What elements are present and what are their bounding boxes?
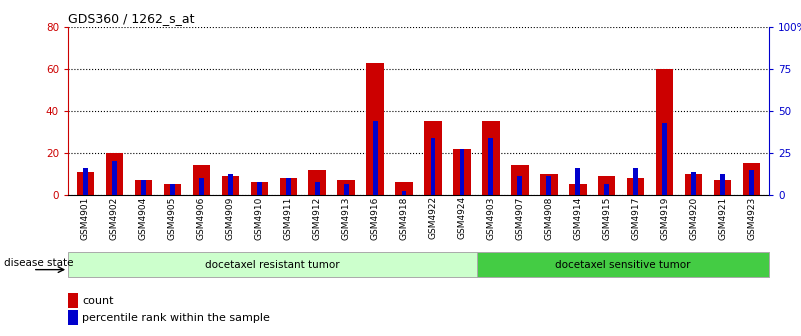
- Bar: [315, 182, 320, 195]
- Bar: [280, 178, 297, 195]
- Bar: [575, 168, 580, 195]
- Text: GDS360 / 1262_s_at: GDS360 / 1262_s_at: [68, 12, 195, 25]
- Bar: [227, 174, 233, 195]
- Bar: [141, 180, 146, 195]
- Bar: [170, 184, 175, 195]
- Bar: [68, 293, 78, 308]
- Bar: [685, 174, 702, 195]
- Text: disease state: disease state: [4, 258, 74, 268]
- Bar: [135, 180, 152, 195]
- Bar: [546, 176, 551, 195]
- Bar: [656, 69, 674, 195]
- Bar: [257, 182, 262, 195]
- Bar: [68, 310, 78, 325]
- Bar: [511, 166, 529, 195]
- Bar: [163, 184, 181, 195]
- Bar: [396, 182, 413, 195]
- Bar: [199, 178, 203, 195]
- Bar: [714, 180, 731, 195]
- Bar: [460, 149, 465, 195]
- Bar: [286, 178, 291, 195]
- Bar: [112, 161, 117, 195]
- Bar: [83, 168, 88, 195]
- Bar: [222, 176, 239, 195]
- Bar: [372, 121, 377, 195]
- Bar: [517, 176, 522, 195]
- Bar: [662, 124, 667, 195]
- Bar: [489, 138, 493, 195]
- Bar: [77, 172, 95, 195]
- Bar: [337, 180, 355, 195]
- Text: docetaxel resistant tumor: docetaxel resistant tumor: [205, 260, 340, 269]
- Bar: [192, 166, 210, 195]
- Bar: [604, 184, 610, 195]
- Bar: [720, 174, 725, 195]
- Bar: [627, 178, 645, 195]
- Bar: [308, 170, 326, 195]
- Bar: [477, 252, 769, 277]
- Bar: [344, 184, 348, 195]
- Bar: [570, 184, 586, 195]
- Bar: [401, 191, 406, 195]
- Bar: [749, 170, 754, 195]
- Bar: [431, 138, 436, 195]
- Bar: [453, 149, 471, 195]
- Bar: [68, 252, 477, 277]
- Bar: [425, 121, 441, 195]
- Bar: [634, 168, 638, 195]
- Bar: [743, 163, 760, 195]
- Bar: [540, 174, 557, 195]
- Bar: [106, 153, 123, 195]
- Text: count: count: [83, 296, 114, 306]
- Bar: [691, 172, 696, 195]
- Bar: [598, 176, 615, 195]
- Bar: [366, 62, 384, 195]
- Bar: [482, 121, 500, 195]
- Bar: [251, 182, 268, 195]
- Text: percentile rank within the sample: percentile rank within the sample: [83, 312, 270, 323]
- Text: docetaxel sensitive tumor: docetaxel sensitive tumor: [555, 260, 690, 269]
